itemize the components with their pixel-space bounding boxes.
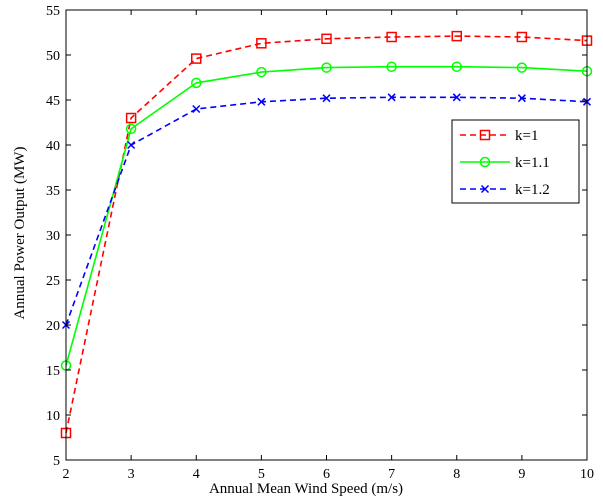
series-1-marker [191, 53, 202, 64]
series-2-marker [386, 61, 397, 72]
series-3-marker [517, 94, 526, 103]
legend-label-3: k=1.2 [515, 182, 550, 198]
y-tick-label: 20 [46, 319, 60, 334]
y-tick-label: 40 [46, 139, 60, 154]
series-2-marker [125, 123, 137, 135]
series-3-marker [322, 94, 331, 103]
series-3-marker [387, 93, 396, 102]
series-2-marker [256, 66, 267, 78]
x-tick-label: 10 [580, 467, 594, 482]
y-tick-label: 15 [46, 364, 60, 379]
x-tick-label: 4 [193, 467, 200, 482]
x-tick-label: 6 [323, 467, 330, 482]
legend-marker-3 [480, 184, 490, 194]
x-tick-label: 7 [388, 467, 395, 482]
series-1-marker [256, 38, 267, 49]
series-1-marker [386, 31, 397, 43]
series-1-marker [321, 33, 332, 45]
x-tick-label: 5 [258, 467, 265, 482]
x-tick-label: 2 [63, 467, 70, 482]
y-tick-label: 50 [46, 49, 60, 64]
series-2-marker [451, 61, 462, 72]
series-3-marker [257, 97, 266, 106]
series-line-3 [65, 96, 588, 326]
series-1-marker [451, 30, 462, 42]
legend-marker-2 [479, 156, 491, 168]
x-tick-label: 9 [518, 467, 525, 482]
legend: k=1 k=1.1 k=1.2 [451, 119, 580, 204]
x-axis-title: Annual Mean Wind Speed (m/s) [209, 481, 403, 497]
y-tick-label: 45 [46, 94, 60, 109]
y-tick-label: 5 [53, 454, 60, 469]
x-tick-label: 8 [453, 467, 460, 482]
series-2-marker [321, 62, 332, 73]
y-tick-label: 30 [46, 229, 60, 244]
series-3-marker [452, 93, 461, 102]
series-3-marker [127, 140, 136, 150]
y-tick-label: 10 [46, 409, 60, 424]
series-2-marker [191, 77, 202, 89]
legend-label-1: k=1 [515, 128, 538, 144]
y-tick-label: 35 [46, 184, 60, 199]
legend-label-2: k=1.1 [515, 155, 550, 171]
series-3-marker [192, 104, 201, 114]
y-tick-label: 25 [46, 274, 60, 289]
series-1-marker [516, 31, 528, 43]
series-1-marker [125, 112, 137, 124]
series-2-marker [516, 62, 528, 73]
series-line-1 [65, 35, 588, 434]
x-tick-label: 3 [128, 467, 135, 482]
y-tick-label: 55 [46, 4, 60, 19]
series-line-2 [65, 65, 588, 366]
legend-marker-1 [479, 129, 491, 141]
y-axis-title: Annual Power Output (MW) [12, 147, 28, 320]
